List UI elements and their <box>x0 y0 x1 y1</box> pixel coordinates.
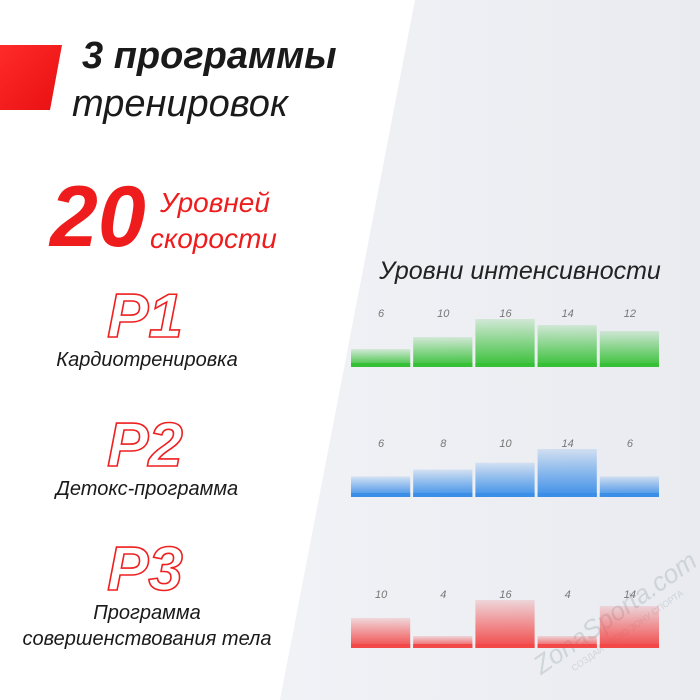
value-label: 12 <box>624 308 636 320</box>
bar-base <box>351 493 411 497</box>
title-line: тренировок <box>72 83 290 125</box>
value-label: 6 <box>627 438 634 450</box>
bar <box>599 606 659 648</box>
speed-text: скорости <box>150 223 277 254</box>
bar-base <box>413 493 473 497</box>
bar-base <box>413 644 473 648</box>
value-label: 8 <box>440 438 447 450</box>
value-label: 14 <box>562 308 574 320</box>
value-label: 10 <box>499 438 512 450</box>
bar-base <box>599 644 659 648</box>
value-label: 10 <box>375 589 388 601</box>
bar <box>537 449 597 497</box>
value-label: 4 <box>565 589 571 601</box>
bar <box>413 469 473 497</box>
bar <box>413 337 473 367</box>
value-label: 6 <box>378 438 385 450</box>
value-label: 6 <box>378 308 385 320</box>
value-label: 14 <box>624 589 636 601</box>
bar <box>475 600 535 648</box>
value-label: 4 <box>440 589 446 601</box>
program-label: Кардиотренировка <box>56 349 237 371</box>
bar-base <box>475 493 535 497</box>
program-label: Детокс-программа <box>54 478 238 500</box>
bar <box>475 462 535 497</box>
bar-base <box>537 363 597 367</box>
bar-base <box>537 644 597 648</box>
accent-shape <box>0 45 62 110</box>
speed-text: Уровней <box>159 187 270 218</box>
chart-title: Уровни интенсивности <box>378 257 661 285</box>
bar-base <box>413 363 473 367</box>
bar <box>475 319 535 367</box>
program-code: P1 <box>107 282 183 351</box>
bar <box>599 331 659 367</box>
value-label: 16 <box>499 589 512 601</box>
bar-base <box>351 644 411 648</box>
program-label: совершенствования тела <box>23 628 272 650</box>
bar <box>351 349 411 367</box>
bar-base <box>475 363 535 367</box>
value-label: 16 <box>499 308 512 320</box>
value-label: 14 <box>562 438 574 450</box>
bar-base <box>537 493 597 497</box>
bar-base <box>599 493 659 497</box>
value-label: 10 <box>437 308 450 320</box>
program-code: P3 <box>107 535 183 604</box>
bar <box>351 476 411 497</box>
program-label: Программа <box>93 602 200 624</box>
bar-base <box>475 644 535 648</box>
bar-base <box>599 363 659 367</box>
title-line: 3 программы <box>82 35 337 77</box>
bar <box>351 618 411 648</box>
bar-base <box>351 363 411 367</box>
program-code: P2 <box>107 411 183 480</box>
bar <box>537 325 597 367</box>
bar <box>599 476 659 497</box>
speed-number: 20 <box>48 169 146 265</box>
